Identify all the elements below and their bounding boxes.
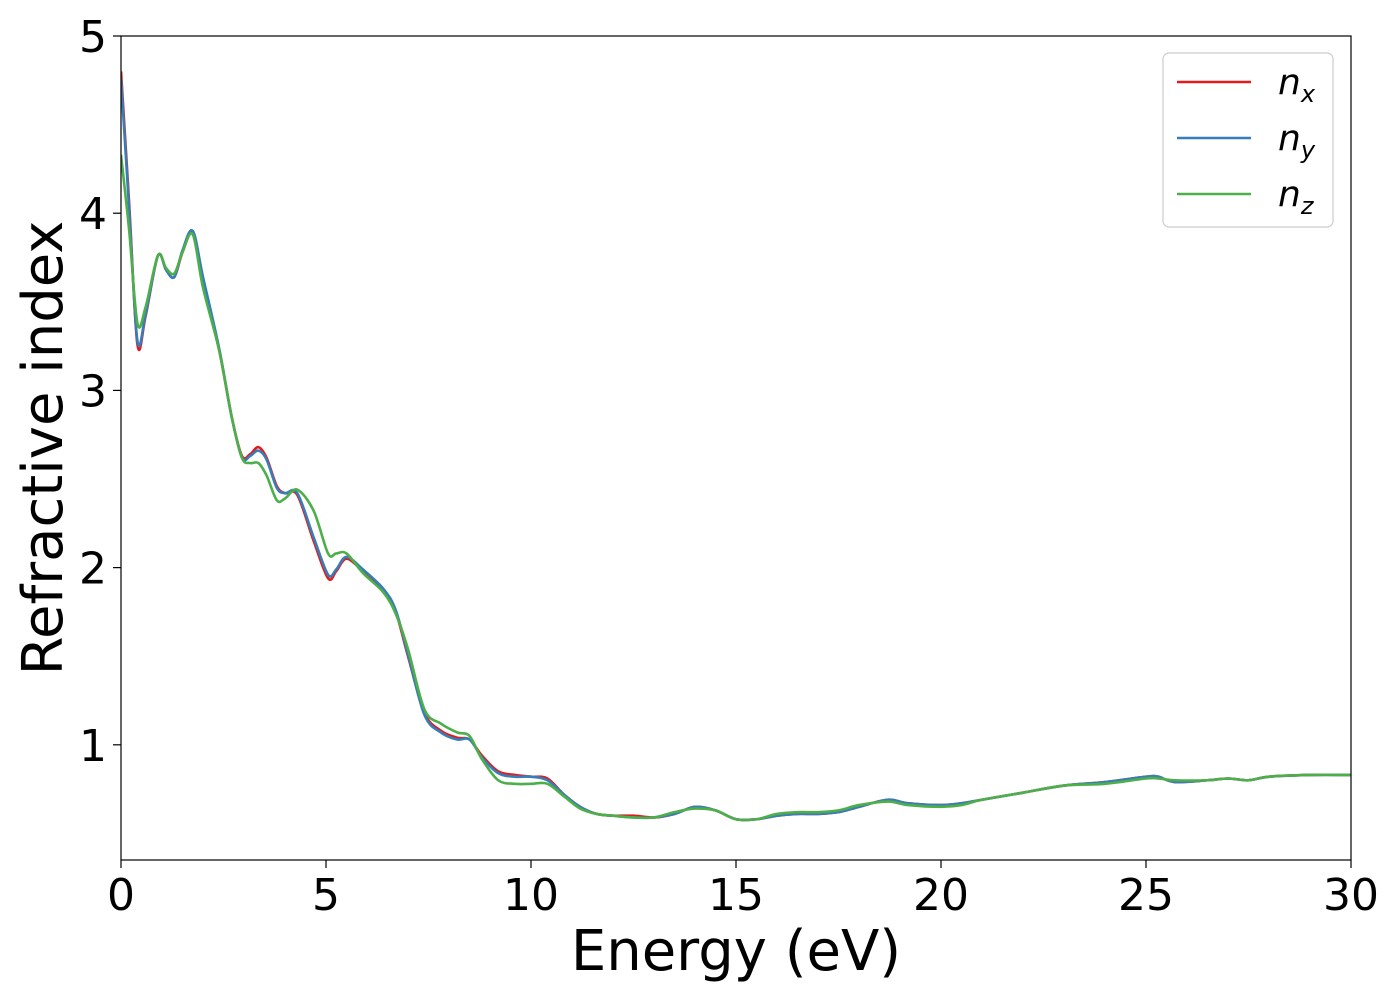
y-tick-label: 3	[79, 366, 107, 417]
x-tick-label: 0	[107, 870, 135, 921]
x-tick-label: 10	[503, 870, 559, 921]
y-axis: 1 2 3 4 5	[79, 12, 121, 772]
x-tick-label: 5	[312, 870, 340, 921]
x-tick-label: 30	[1323, 870, 1379, 921]
x-tick-label: 25	[1118, 870, 1174, 921]
y-tick-label: 2	[79, 544, 107, 595]
plot-area	[121, 36, 1351, 860]
y-tick-label: 1	[79, 721, 107, 772]
legend-label-y: ny	[1278, 118, 1316, 164]
legend-box	[1162, 52, 1334, 228]
series-layer	[121, 71, 1351, 822]
y-axis-title: Refractive index	[11, 221, 76, 676]
y-tick-label: 5	[79, 12, 107, 63]
x-axis: 0 5 10 15 20 25 30	[107, 860, 1379, 921]
x-tick-label: 20	[913, 870, 969, 921]
legend-label-z: nz	[1278, 174, 1315, 220]
x-axis-title: Energy (eV)	[571, 919, 901, 984]
y-tick-label: 4	[79, 189, 107, 240]
x-tick-label: 15	[708, 870, 764, 921]
series-line-z	[121, 154, 1351, 822]
legend: nx ny nz	[1162, 52, 1334, 228]
legend-label-x: nx	[1278, 62, 1316, 108]
